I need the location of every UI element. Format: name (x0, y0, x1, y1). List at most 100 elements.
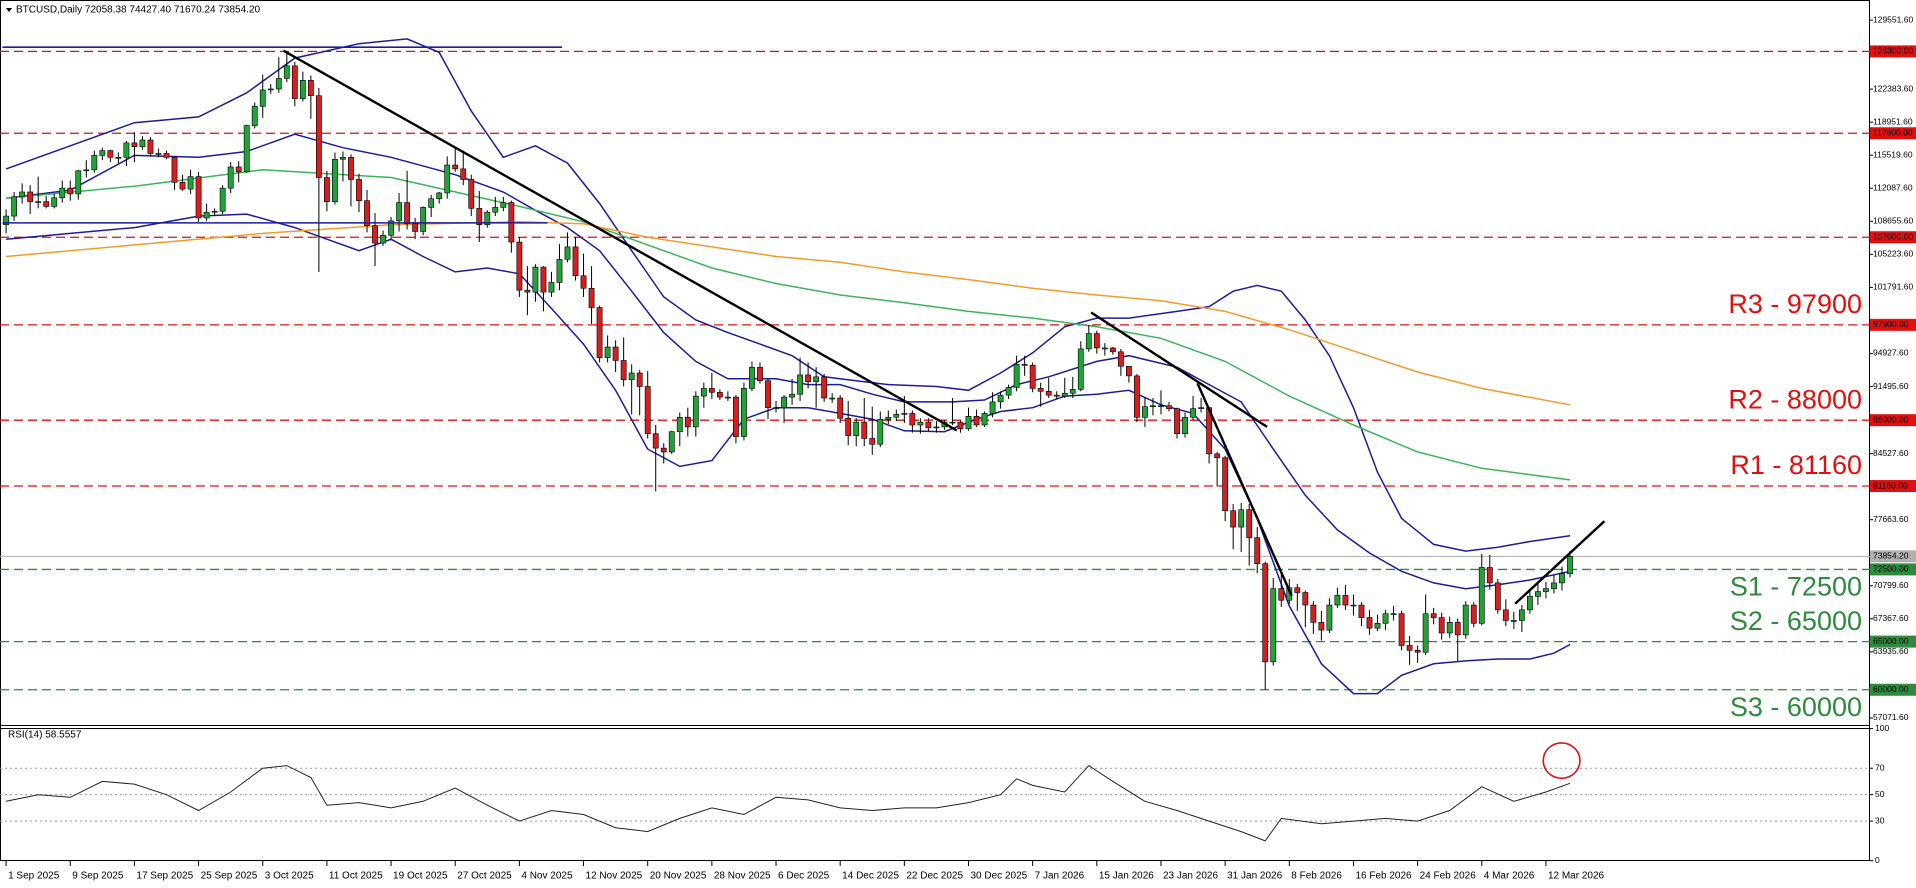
candle-body (1559, 573, 1565, 584)
candle-body (59, 187, 66, 199)
candle-body (195, 176, 202, 219)
candle-body (275, 78, 282, 90)
indicator-line (5, 38, 1571, 552)
candle-body (1438, 617, 1445, 634)
candle-body (123, 142, 130, 158)
rsi-tick-label: 0 (1875, 855, 1880, 865)
candle-body (364, 200, 370, 226)
candle-body (1021, 364, 1028, 366)
header-arrow (6, 8, 12, 12)
candle-body (1374, 623, 1381, 629)
x-tick-label: 15 Jan 2026 (1099, 871, 1154, 882)
x-tick-label: 27 Oct 2025 (457, 871, 512, 882)
candle-body (821, 376, 828, 399)
x-tick-label: 3 Oct 2025 (265, 871, 314, 882)
candle-body (412, 223, 419, 232)
candle-body (1502, 609, 1509, 621)
candle-body (965, 416, 972, 430)
candle-body (749, 366, 755, 389)
candle-body (1398, 613, 1405, 646)
candle-body (861, 421, 868, 439)
candle-body (548, 282, 555, 293)
candle-body (733, 396, 739, 437)
candle-body (187, 176, 194, 190)
candle-body (211, 210, 218, 213)
candle-body (131, 142, 138, 148)
candle-body (1567, 556, 1573, 574)
x-tick-label: 16 Feb 2026 (1355, 871, 1412, 882)
candle-body (1470, 604, 1477, 624)
y-tick-label: 67367.60 (1873, 613, 1909, 623)
candle-body (813, 376, 820, 382)
trend-line (1197, 383, 1291, 595)
level-box (1870, 127, 1916, 140)
candle-body (981, 413, 988, 426)
candle-body (179, 182, 186, 190)
candle-body (11, 196, 18, 217)
candle-body (1166, 405, 1172, 409)
candle-body (107, 150, 114, 158)
level-box (1870, 45, 1916, 58)
candle-body (564, 246, 571, 260)
candle-body (1037, 388, 1044, 392)
candle-body (299, 79, 306, 99)
rsi-tick-label: 70 (1875, 762, 1885, 772)
candle-body (1101, 347, 1108, 350)
candle-body (781, 396, 787, 408)
candle-body (1085, 333, 1092, 350)
y-tick-label: 108655.60 (1873, 216, 1913, 226)
candle-body (436, 192, 443, 200)
candle-body (700, 388, 707, 397)
candle-body (989, 401, 996, 414)
indicator-line (6, 169, 1571, 481)
candle-body (1406, 645, 1413, 651)
level-label: 97900.00 (1873, 319, 1909, 329)
candle-body (1142, 406, 1148, 418)
candle-body (67, 187, 74, 195)
candle-body (917, 421, 924, 426)
candle-body (516, 241, 523, 291)
candle-body (1446, 622, 1453, 634)
x-tick-label: 9 Sep 2025 (72, 871, 124, 882)
candle-body (1013, 364, 1020, 388)
candle-body (340, 157, 346, 160)
candle-body (837, 397, 844, 419)
candle-body (1126, 365, 1132, 377)
candle-body (1494, 582, 1501, 611)
level-box (1870, 231, 1916, 244)
candle-body (484, 211, 491, 226)
level-label: 117800.00 (1873, 127, 1913, 137)
candle-body (356, 179, 362, 201)
level-label: 107000.00 (1873, 231, 1913, 241)
x-tick-label: 8 Feb 2026 (1291, 871, 1342, 882)
candle-body (227, 166, 234, 189)
y-tick-label: 101791.60 (1873, 282, 1913, 292)
rsi-tick-label: 30 (1875, 815, 1885, 825)
candle-body (1222, 457, 1229, 511)
candle-body (957, 421, 964, 430)
candle-body (765, 380, 771, 408)
candle-body (1358, 604, 1365, 618)
candle-body (933, 426, 940, 429)
candle-body (147, 139, 154, 154)
candle-body (1382, 613, 1389, 624)
candle-body (572, 246, 579, 277)
rsi-tick-label: 100 (1875, 723, 1889, 733)
candle-body (660, 447, 667, 453)
y-tick-label: 63935.60 (1873, 646, 1909, 656)
y-tick-label: 91495.60 (1873, 381, 1909, 391)
candle-body (596, 307, 603, 358)
candle-body (604, 346, 611, 358)
candle-body (1366, 617, 1373, 629)
candle-body (636, 372, 643, 387)
trend-line (1515, 521, 1604, 604)
candle-body (1174, 408, 1180, 434)
rsi-tick-label: 50 (1875, 789, 1885, 799)
candle-body (1422, 613, 1429, 653)
level-label: 72500.00 (1873, 564, 1909, 574)
candle-body (877, 418, 884, 445)
level-annotation: R2 - 88000 (1728, 384, 1862, 414)
candle-body (1061, 392, 1068, 397)
highlight-circle (1543, 743, 1580, 778)
